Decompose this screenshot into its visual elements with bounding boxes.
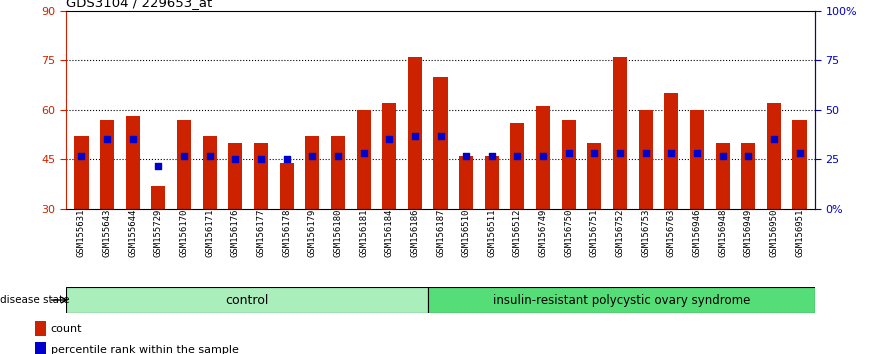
Bar [536,107,550,209]
Point [639,150,653,155]
Point [485,153,499,159]
Text: GSM156180: GSM156180 [333,209,343,257]
Text: GSM156510: GSM156510 [462,209,470,257]
Text: GSM156170: GSM156170 [180,209,189,257]
Bar [562,120,576,209]
Point [766,137,781,142]
Text: GSM156184: GSM156184 [385,209,394,257]
Point [279,156,293,162]
Bar [793,120,807,209]
Bar [459,156,473,209]
Bar [690,110,704,209]
Bar [357,110,371,209]
Text: GSM156186: GSM156186 [411,209,419,257]
Text: GSM156949: GSM156949 [744,209,752,257]
Point [433,133,448,139]
Bar [433,77,448,209]
Bar [35,342,47,354]
Text: GSM155644: GSM155644 [129,209,137,257]
Point [664,150,678,155]
Bar [74,136,88,209]
Point [536,153,550,159]
Point [228,156,242,162]
Text: GSM156750: GSM156750 [564,209,574,257]
Text: GSM156171: GSM156171 [205,209,214,257]
Bar [35,321,47,336]
Point [793,150,807,155]
Bar [588,143,602,209]
Point [357,150,371,155]
Text: GSM156187: GSM156187 [436,209,445,257]
Text: GSM156951: GSM156951 [795,209,804,257]
Bar [177,120,191,209]
Bar [66,287,427,313]
Text: GSM156178: GSM156178 [282,209,291,257]
Text: GSM155643: GSM155643 [102,209,112,257]
Bar [715,143,729,209]
Text: control: control [226,293,269,307]
Point [741,153,755,159]
Text: GSM156511: GSM156511 [487,209,496,257]
Bar [741,143,755,209]
Point [177,153,191,159]
Text: GSM156752: GSM156752 [616,209,625,257]
Text: GSM156946: GSM156946 [692,209,701,257]
Point [305,153,319,159]
Point [74,153,88,159]
Bar [152,186,166,209]
Text: GSM156751: GSM156751 [590,209,599,257]
Bar [382,103,396,209]
Text: count: count [51,324,82,334]
Point [203,153,217,159]
Point [715,153,729,159]
Text: GDS3104 / 229653_at: GDS3104 / 229653_at [66,0,212,10]
Text: GSM156948: GSM156948 [718,209,727,257]
Text: GSM156176: GSM156176 [231,209,240,257]
Bar [305,136,319,209]
Text: insulin-resistant polycystic ovary syndrome: insulin-resistant polycystic ovary syndr… [492,293,750,307]
Text: GSM156512: GSM156512 [513,209,522,257]
Point [588,150,602,155]
Bar [485,156,499,209]
Text: GSM155631: GSM155631 [77,209,86,257]
Bar [126,116,140,209]
Bar [279,162,293,209]
Bar [427,287,815,313]
Point [331,153,345,159]
Point [152,163,166,169]
Bar [510,123,524,209]
Point [459,153,473,159]
Point [408,133,422,139]
Bar [664,93,678,209]
Text: percentile rank within the sample: percentile rank within the sample [51,345,239,354]
Text: disease state: disease state [0,295,70,305]
Bar [228,143,242,209]
Bar [408,57,422,209]
Text: GSM156749: GSM156749 [538,209,548,257]
Point [510,153,524,159]
Bar [766,103,781,209]
Bar [639,110,653,209]
Point [382,137,396,142]
Point [126,137,140,142]
Bar [613,57,627,209]
Bar [203,136,217,209]
Text: GSM156763: GSM156763 [667,209,676,257]
Text: GSM156753: GSM156753 [641,209,650,257]
Point [254,156,268,162]
Bar [331,136,345,209]
Text: GSM156950: GSM156950 [769,209,779,257]
Point [562,150,576,155]
Point [613,150,627,155]
Point [100,137,115,142]
Text: GSM156177: GSM156177 [256,209,265,257]
Text: GSM155729: GSM155729 [154,209,163,257]
Bar [100,120,115,209]
Text: GSM156181: GSM156181 [359,209,368,257]
Bar [254,143,268,209]
Point [690,150,704,155]
Text: GSM156179: GSM156179 [307,209,317,257]
